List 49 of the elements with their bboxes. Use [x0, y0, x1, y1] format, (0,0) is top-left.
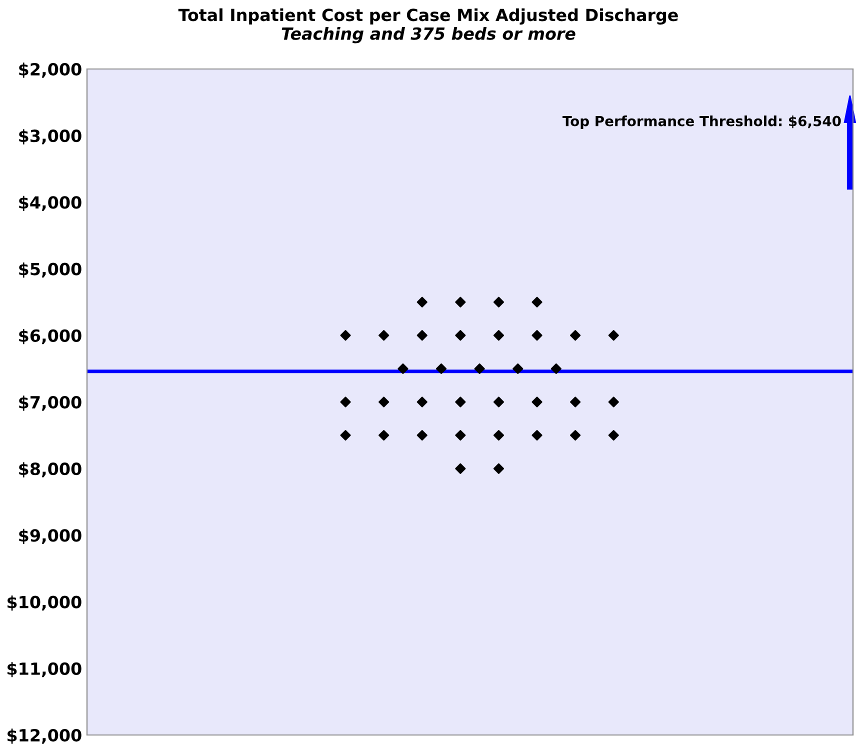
y-tick-label: $3,000 [19, 129, 82, 144]
y-tick-label: $8,000 [19, 462, 82, 478]
point [398, 363, 408, 374]
point [416, 296, 428, 308]
point [532, 296, 542, 308]
point [608, 330, 619, 341]
point [493, 296, 504, 308]
point [493, 396, 504, 408]
point [340, 430, 351, 441]
point [455, 396, 466, 408]
y-tick-label: $7,000 [19, 396, 82, 411]
y-tick-label: $10,000 [8, 595, 82, 611]
annotation: Top Performance Threshold: $6,540 [562, 116, 841, 129]
point [416, 430, 428, 441]
point [455, 463, 466, 474]
point [493, 430, 504, 441]
point [455, 296, 466, 308]
y-tick-label: $11,000 [8, 662, 82, 678]
point [378, 330, 390, 341]
point [416, 330, 428, 341]
point [474, 363, 485, 374]
point [436, 363, 447, 374]
point [378, 396, 390, 408]
point [455, 330, 466, 341]
point [532, 396, 542, 408]
point [608, 430, 619, 441]
point [608, 396, 619, 408]
point [532, 330, 542, 341]
point [455, 430, 466, 441]
point [550, 363, 562, 374]
y-tick-label: $5,000 [19, 262, 82, 278]
chart-subtitle: Teaching and 375 beds or more [282, 27, 576, 44]
y-tick-label: $2,000 [19, 62, 82, 78]
point [493, 463, 504, 474]
point [340, 396, 351, 408]
point [512, 363, 524, 374]
point [532, 430, 542, 441]
point [570, 430, 581, 441]
chart-title: Total Inpatient Cost per Case Mix Adjusted Discharge [178, 8, 678, 25]
y-tick-label: $9,000 [19, 528, 82, 544]
point [378, 430, 390, 441]
point [340, 330, 351, 341]
y-tick-label: $6,000 [19, 329, 82, 344]
point [570, 330, 581, 341]
y-tick-label: $12,000 [8, 728, 82, 744]
point [416, 396, 428, 408]
point [493, 330, 504, 341]
point [570, 396, 581, 408]
y-tick-label: $4,000 [19, 196, 82, 211]
